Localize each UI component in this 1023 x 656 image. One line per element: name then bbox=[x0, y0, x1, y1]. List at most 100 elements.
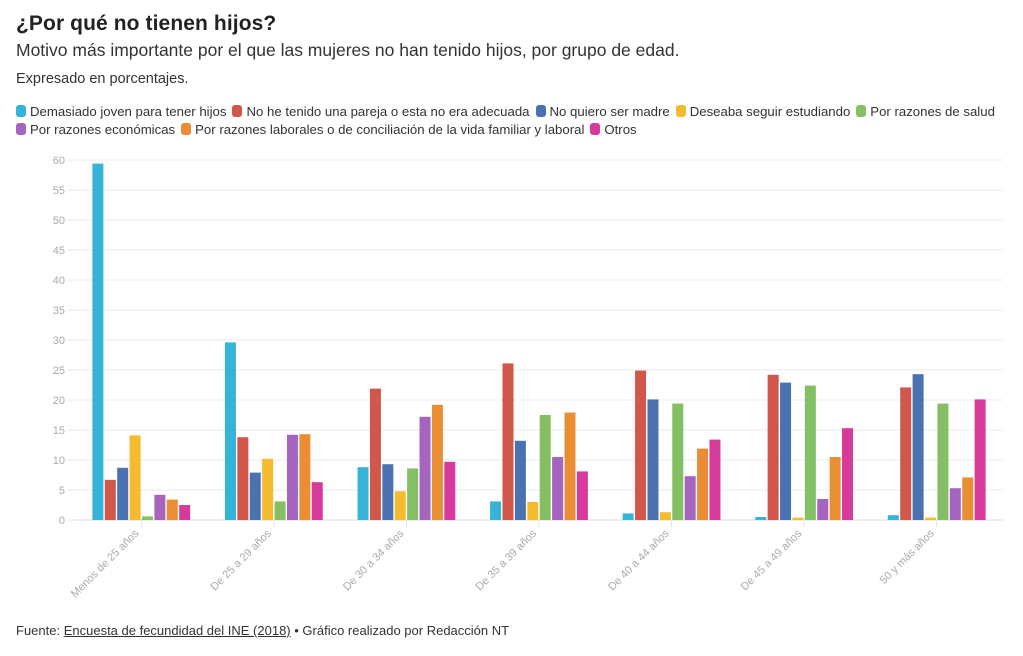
bar[interactable] bbox=[502, 363, 514, 520]
bar[interactable] bbox=[659, 512, 671, 520]
y-tick-label: 45 bbox=[53, 245, 65, 257]
bar[interactable] bbox=[369, 388, 381, 520]
legend-item[interactable]: Otros bbox=[590, 121, 637, 139]
legend-swatch bbox=[232, 105, 243, 117]
x-tick-label: De 35 a 39 años bbox=[474, 527, 540, 593]
bar[interactable] bbox=[407, 468, 419, 520]
bar[interactable] bbox=[842, 428, 854, 520]
bar[interactable] bbox=[129, 435, 141, 520]
bar[interactable] bbox=[490, 501, 502, 520]
bars bbox=[92, 163, 986, 520]
y-tick-label: 60 bbox=[53, 155, 65, 167]
y-tick-label: 40 bbox=[53, 275, 65, 287]
bar[interactable] bbox=[299, 434, 311, 520]
bar[interactable] bbox=[755, 517, 767, 520]
legend-item[interactable]: Por razones económicas bbox=[16, 121, 175, 139]
bar[interactable] bbox=[672, 403, 684, 520]
bar[interactable] bbox=[925, 517, 937, 520]
legend-item[interactable]: Deseaba seguir estudiando bbox=[675, 103, 851, 121]
bar[interactable] bbox=[912, 374, 924, 520]
bar[interactable] bbox=[444, 461, 456, 520]
legend-label: Demasiado joven para tener hijos bbox=[30, 104, 227, 119]
bar[interactable] bbox=[647, 399, 659, 520]
legend-item[interactable]: Por razones de salud bbox=[856, 103, 995, 121]
legend-swatch bbox=[590, 123, 601, 135]
bar[interactable] bbox=[635, 370, 647, 520]
bar[interactable] bbox=[780, 382, 792, 520]
x-tick-label: De 25 a 29 años bbox=[208, 527, 274, 593]
bar[interactable] bbox=[311, 482, 323, 520]
bar[interactable] bbox=[974, 399, 986, 520]
bar[interactable] bbox=[962, 477, 974, 520]
legend-label: Por razones económicas bbox=[30, 122, 176, 137]
bar[interactable] bbox=[576, 471, 588, 520]
legend-swatch bbox=[16, 105, 26, 117]
legend-item[interactable]: No quiero ser madre bbox=[535, 103, 670, 121]
bar[interactable] bbox=[104, 479, 116, 520]
y-axis: 0 5 10 15 20 25 30 35 40 45 50 55 60 bbox=[53, 155, 75, 527]
chart-subtitle: Motivo más importante por el que las muj… bbox=[16, 40, 680, 60]
bar[interactable] bbox=[166, 499, 178, 520]
bar[interactable] bbox=[937, 403, 949, 520]
bar[interactable] bbox=[767, 374, 779, 520]
bar[interactable] bbox=[249, 472, 261, 520]
bar[interactable] bbox=[92, 163, 104, 520]
bar[interactable] bbox=[382, 464, 394, 520]
bar[interactable] bbox=[887, 515, 899, 520]
x-tick-label: Menos de 25 años bbox=[69, 527, 142, 600]
legend-swatch bbox=[856, 105, 867, 117]
footer-separator: • bbox=[290, 623, 303, 638]
bar[interactable] bbox=[684, 476, 696, 520]
bar[interactable] bbox=[792, 517, 804, 520]
bar[interactable] bbox=[224, 342, 236, 520]
bar[interactable] bbox=[949, 488, 961, 520]
bar[interactable] bbox=[900, 387, 912, 520]
bar[interactable] bbox=[274, 501, 286, 520]
bar-chart: 0 5 10 15 20 25 30 35 40 45 50 55 60 Menos de 25 año… bbox=[53, 155, 1003, 600]
bar[interactable] bbox=[527, 502, 539, 520]
footer-prefix: Fuente: bbox=[16, 623, 64, 638]
bar[interactable] bbox=[394, 491, 406, 520]
x-tick-label: De 40 a 44 años bbox=[606, 527, 672, 593]
legend-swatch bbox=[675, 105, 686, 117]
legend-swatch bbox=[181, 123, 192, 135]
bar[interactable] bbox=[262, 458, 274, 520]
legend-item[interactable]: Demasiado joven para tener hijos bbox=[16, 103, 226, 121]
gridlines bbox=[75, 159, 1003, 521]
bar[interactable] bbox=[357, 467, 369, 520]
bar[interactable] bbox=[419, 416, 431, 520]
legend-item[interactable]: No he tenido una pareja o esta no era ad… bbox=[232, 103, 530, 121]
bar[interactable] bbox=[829, 457, 841, 520]
legend-item[interactable]: Por razones laborales o de conciliación … bbox=[181, 121, 584, 139]
x-tick-label: 50 y más años bbox=[878, 527, 937, 586]
chart-note: Expresado en porcentajes. bbox=[16, 71, 189, 87]
legend-label: No quiero ser madre bbox=[549, 104, 670, 119]
bar[interactable] bbox=[141, 516, 153, 520]
footer: Fuente: Encuesta de fecundidad del INE (… bbox=[16, 623, 509, 638]
bar[interactable] bbox=[564, 412, 576, 520]
bar[interactable] bbox=[697, 448, 709, 520]
legend-label: Otros bbox=[604, 122, 637, 137]
bar[interactable] bbox=[552, 457, 564, 520]
x-tick-label: De 30 a 34 años bbox=[341, 527, 407, 593]
bar[interactable] bbox=[709, 439, 721, 520]
y-tick-label: 20 bbox=[53, 395, 65, 407]
bar[interactable] bbox=[804, 385, 816, 520]
bar[interactable] bbox=[179, 505, 191, 520]
bar[interactable] bbox=[817, 499, 829, 520]
bar[interactable] bbox=[117, 467, 129, 520]
legend-label: Por razones de salud bbox=[870, 104, 995, 119]
y-tick-label: 30 bbox=[53, 335, 65, 347]
bar[interactable] bbox=[237, 437, 249, 520]
bar[interactable] bbox=[154, 494, 166, 520]
y-tick-label: 10 bbox=[53, 455, 65, 467]
bar[interactable] bbox=[622, 513, 634, 520]
bar[interactable] bbox=[431, 404, 443, 520]
legend-label: Deseaba seguir estudiando bbox=[689, 104, 851, 119]
bar[interactable] bbox=[514, 440, 526, 520]
source-link[interactable]: Encuesta de fecundidad del INE (2018) bbox=[63, 623, 291, 638]
bar[interactable] bbox=[539, 415, 551, 520]
chart-title: ¿Por qué no tienen hijos? bbox=[16, 12, 277, 35]
bar[interactable] bbox=[286, 434, 298, 520]
y-tick-label: 0 bbox=[59, 515, 65, 527]
